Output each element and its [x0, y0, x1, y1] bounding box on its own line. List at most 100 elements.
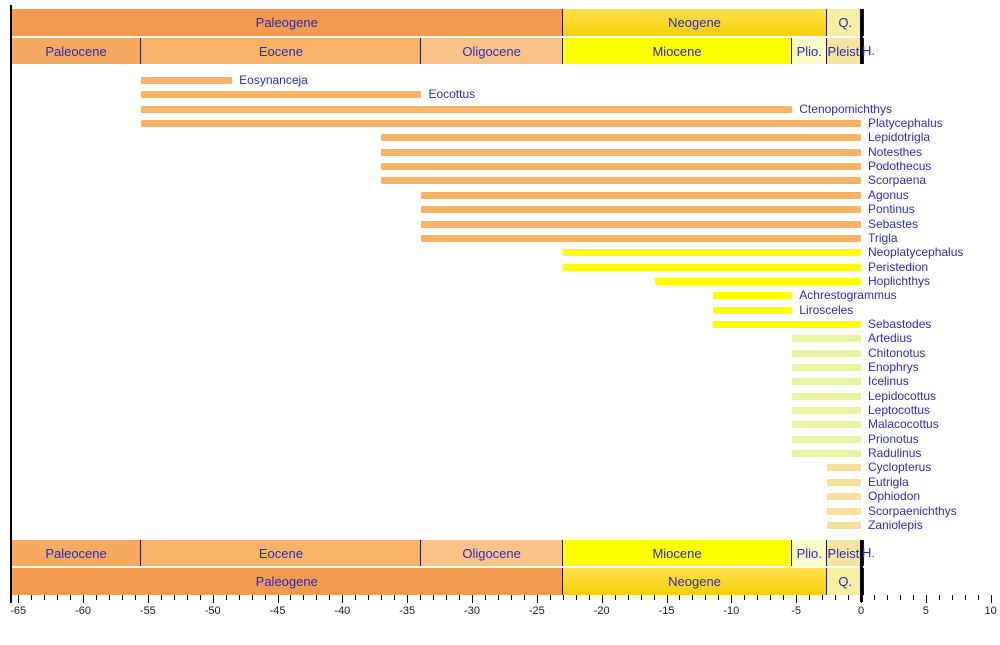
- taxon-label-ophiodon: Ophiodon: [868, 489, 921, 504]
- axis-minor-tick: [459, 595, 461, 600]
- epoch-label: Oligocene: [462, 545, 521, 561]
- axis-minor-tick: [303, 595, 305, 600]
- axis-minor-tick: [96, 595, 97, 600]
- axis-tick-label: -20: [593, 605, 610, 617]
- axis-minor-tick: [809, 595, 811, 600]
- axis-minor-tick: [938, 595, 940, 600]
- taxon-label-artedius: Artedius: [868, 331, 913, 346]
- epoch-label: Eocene: [258, 43, 303, 59]
- axis-minor-tick: [718, 595, 720, 600]
- taxon-bar-neoplatycephalus: [562, 249, 861, 257]
- taxon-bar-lirosceles: [713, 306, 793, 314]
- axis-minor-tick: [679, 595, 681, 600]
- taxon-label-platycephalus: Platycephalus: [868, 116, 943, 131]
- taxon-bar-leptocottus: [792, 407, 861, 415]
- axis-major-tick: [925, 595, 927, 603]
- taxon-bar-icelinus: [792, 378, 861, 386]
- axis-tick-label: -55: [139, 605, 156, 617]
- taxon-label-malacocottus: Malacocottus: [868, 417, 939, 432]
- axis-major-tick: [277, 595, 279, 603]
- axis-tick-label: -25: [528, 605, 545, 617]
- axis-tick-label: -5: [791, 605, 802, 617]
- axis-minor-tick: [44, 595, 46, 600]
- period-label: Q.: [838, 574, 853, 589]
- period-box-paleogene: Paleogene: [11, 9, 563, 36]
- axis-minor-tick: [134, 595, 136, 600]
- taxon-bar-hoplichthys: [654, 277, 861, 285]
- axis-major-tick: [18, 595, 20, 603]
- axis-major-tick: [601, 595, 603, 603]
- epoch-box-miocene: Miocene: [562, 38, 793, 64]
- axis-minor-tick: [757, 595, 759, 600]
- axis-tick-label: -40: [334, 605, 351, 617]
- taxon-label-chitonotus: Chitonotus: [868, 345, 926, 360]
- period-box-q: Q.: [827, 9, 865, 36]
- epoch-label: Pleist.: [827, 43, 863, 59]
- axis-tick-label: -30: [464, 605, 480, 617]
- epoch-box-plio: Plio.: [792, 540, 828, 566]
- epoch-label: Pleist.: [827, 545, 863, 561]
- taxon-label-eutrigla: Eutrigla: [868, 474, 909, 489]
- taxon-label-podothecus: Podothecus: [868, 159, 932, 174]
- axis-minor-tick: [420, 595, 422, 600]
- epoch-box-pleist: Pleist.: [827, 540, 865, 566]
- axis-minor-tick: [822, 595, 824, 600]
- axis-tick-label: -15: [658, 605, 675, 617]
- period-label: Q.: [838, 15, 853, 30]
- taxon-label-ctenopomichthys: Ctenopomichthys: [799, 101, 892, 116]
- epoch-label: Oligocene: [462, 43, 521, 59]
- taxon-label-eosynanceja: Eosynanceja: [239, 73, 308, 87]
- epoch-label: Plio.: [796, 545, 822, 561]
- taxon-bar-cyclopterus: [827, 464, 861, 472]
- axis-minor-tick: [355, 595, 357, 600]
- taxon-bar-ctenopomichthys: [141, 105, 793, 113]
- present-day-line-top: [860, 9, 863, 64]
- axis-minor-tick: [108, 595, 110, 600]
- taxon-bar-eosynanceja: [141, 77, 233, 84]
- taxon-bar-trigla: [421, 234, 861, 242]
- taxon-bar-artedius: [792, 335, 861, 343]
- taxon-bar-zaniolepis: [827, 521, 861, 529]
- taxon-label-peristedion: Peristedion: [868, 259, 929, 274]
- holocene-label: H.: [862, 545, 875, 560]
- axis-major-tick: [666, 595, 668, 603]
- axis-minor-tick: [977, 595, 979, 600]
- axis-minor-tick: [744, 595, 746, 600]
- axis-minor-tick: [121, 595, 123, 600]
- axis-minor-tick: [835, 595, 837, 600]
- taxon-label-notesthes: Notesthes: [868, 144, 923, 159]
- taxon-bar-eutrigla: [827, 478, 861, 486]
- epoch-box-oligocene: Oligocene: [421, 540, 563, 566]
- axis-major-tick: [796, 595, 798, 603]
- axis-major-tick: [990, 595, 992, 603]
- epoch-box-oligocene: Oligocene: [421, 38, 563, 64]
- axis-minor-tick: [329, 595, 331, 600]
- axis-minor-tick: [692, 595, 694, 600]
- axis-minor-tick: [873, 595, 875, 600]
- axis-minor-tick: [964, 595, 966, 600]
- axis-minor-tick: [251, 595, 253, 600]
- taxon-label-eocottus: Eocottus: [428, 87, 476, 102]
- axis-minor-tick: [57, 595, 59, 600]
- taxon-bar-lepidotrigla: [381, 134, 861, 142]
- taxon-label-enophrys: Enophrys: [868, 360, 919, 374]
- taxon-bar-enophrys: [792, 364, 861, 371]
- axis-minor-tick: [510, 595, 512, 600]
- period-label: Paleogene: [255, 15, 318, 30]
- taxon-label-sebastes: Sebastes: [868, 216, 919, 231]
- axis-minor-tick: [653, 595, 655, 600]
- axis-tick-label: -35: [399, 605, 416, 617]
- axis-tick-label: 5: [922, 605, 929, 617]
- axis-minor-tick: [549, 595, 551, 600]
- axis-minor-tick: [394, 595, 396, 600]
- axis-minor-tick: [588, 595, 590, 600]
- axis-minor-tick: [497, 595, 499, 600]
- present-day-line-bottom: [860, 540, 863, 602]
- period-box-paleogene: Paleogene: [11, 568, 563, 595]
- axis-minor-tick: [433, 595, 435, 600]
- axis-minor-tick: [627, 595, 629, 600]
- taxon-label-lirosceles: Lirosceles: [799, 302, 854, 317]
- epoch-label: Miocene: [652, 43, 702, 59]
- taxon-bar-pontinus: [421, 206, 861, 214]
